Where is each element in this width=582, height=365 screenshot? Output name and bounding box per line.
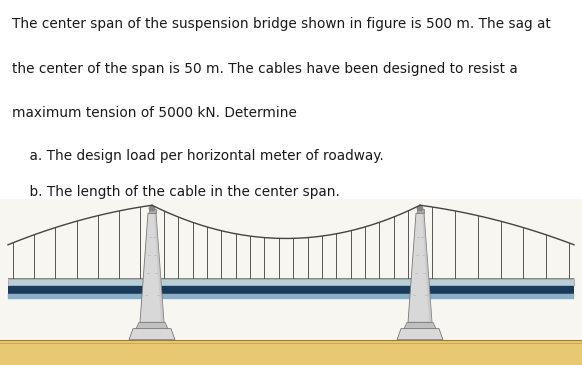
- Polygon shape: [154, 213, 164, 322]
- Bar: [8, 278, 574, 279]
- Polygon shape: [397, 328, 443, 340]
- Bar: [0, 343, 582, 345]
- Polygon shape: [422, 213, 432, 322]
- Text: a. The design load per horizontal meter of roadway.: a. The design load per horizontal meter …: [12, 149, 384, 163]
- Bar: [417, 209, 424, 213]
- Polygon shape: [404, 322, 436, 328]
- Text: maximum tension of 5000 kN. Determine: maximum tension of 5000 kN. Determine: [12, 106, 296, 120]
- Bar: [148, 209, 155, 213]
- Bar: [8, 294, 574, 299]
- Text: the center of the span is 50 m. The cables have been designed to resist a: the center of the span is 50 m. The cabl…: [12, 62, 517, 77]
- Polygon shape: [408, 213, 432, 322]
- Circle shape: [417, 206, 423, 211]
- Polygon shape: [129, 328, 175, 340]
- Text: b. The length of the cable in the center span.: b. The length of the cable in the center…: [12, 185, 339, 199]
- Circle shape: [149, 206, 155, 211]
- Polygon shape: [140, 213, 164, 322]
- Bar: [0, 340, 582, 365]
- Polygon shape: [136, 322, 168, 328]
- Text: The center span of the suspension bridge shown in figure is 500 m. The sag at: The center span of the suspension bridge…: [12, 17, 551, 31]
- Bar: [8, 279, 574, 285]
- Bar: [0, 199, 582, 341]
- Bar: [8, 286, 574, 294]
